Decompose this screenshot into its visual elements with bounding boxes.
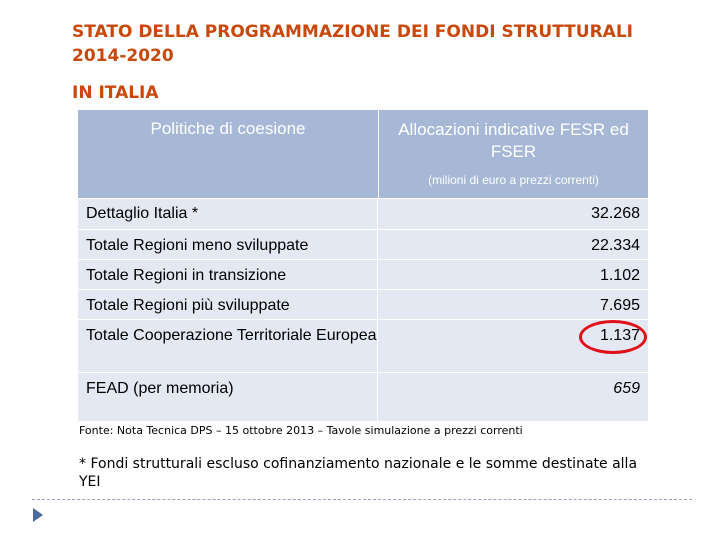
row-value: 659 (613, 380, 640, 397)
divider (32, 499, 692, 500)
table-header: Politiche di coesione Allocazioni indica… (78, 110, 648, 198)
title-line-3: IN ITALIA (72, 83, 159, 103)
footnote: * Fondi strutturali escluso cofinanziame… (79, 456, 638, 490)
row-label: Totale Regioni in transizione (78, 260, 378, 289)
row-label: FEAD (per memoria) (78, 373, 378, 421)
title-line-1: STATO DELLA PROGRAMMAZIONE DEI FONDI STR… (72, 22, 633, 42)
highlight-circle (579, 320, 647, 354)
row-value: 22.334 (591, 237, 640, 254)
row-label: Totale Regioni meno sviluppate (78, 230, 378, 259)
table-row: Totale Cooperazione Territoriale Europea… (78, 319, 648, 372)
table-row: FEAD (per memoria) 659 (78, 372, 648, 421)
title-line-2: 2014-2020 (72, 46, 174, 66)
row-label: Totale Regioni più sviluppate (78, 290, 378, 319)
header-policy: Politiche di coesione (150, 119, 306, 138)
allocation-table: Politiche di coesione Allocazioni indica… (78, 110, 648, 421)
triangle-bullet-icon (33, 508, 43, 522)
row-value: 7.695 (599, 297, 640, 314)
slide-title: STATO DELLA PROGRAMMAZIONE DEI FONDI STR… (72, 20, 633, 105)
header-allocations-unit: (milioni di euro a prezzi correnti) (428, 173, 599, 187)
table-row: Dettaglio Italia * 32.268 (78, 198, 648, 229)
source-note: Fonte: Nota Tecnica DPS – 15 ottobre 201… (79, 424, 523, 437)
header-allocations: Allocazioni indicative FESR ed FSER (mil… (378, 110, 648, 198)
header-allocations-label: Allocazioni indicative FESR ed FSER (398, 120, 629, 161)
table-row: Totale Regioni più sviluppate 7.695 (78, 289, 648, 319)
row-value: 32.268 (591, 205, 640, 222)
table-row: Totale Regioni meno sviluppate 22.334 (78, 229, 648, 259)
row-label: Totale Cooperazione Territoriale Europea (78, 320, 378, 372)
row-label: Dettaglio Italia * (78, 199, 378, 229)
row-value: 1.102 (599, 267, 640, 284)
table-row: Totale Regioni in transizione 1.102 (78, 259, 648, 289)
